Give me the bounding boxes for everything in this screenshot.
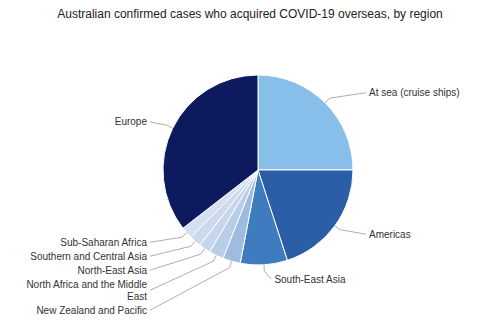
slice-label: New Zealand and Pacific xyxy=(36,305,147,316)
leader-line xyxy=(150,241,195,256)
slice-label: Europe xyxy=(115,116,148,127)
leader-line xyxy=(264,265,271,279)
leader-line xyxy=(150,261,231,310)
slice-label: South-East Asia xyxy=(274,274,346,285)
leader-line xyxy=(150,233,187,242)
chart-title: Australian confirmed cases who acquired … xyxy=(57,7,443,21)
leader-line xyxy=(150,249,205,271)
pie-labels: At sea (cruise ships) Americas South-East … xyxy=(26,87,459,315)
leader-line xyxy=(335,226,366,234)
slice-label: Southern and Central Asia xyxy=(30,251,147,262)
pie-slice xyxy=(258,75,353,170)
leader-line xyxy=(150,255,216,290)
leader-line xyxy=(150,122,173,128)
pie-slices xyxy=(163,75,353,265)
chart-container: Australian confirmed cases who acquired … xyxy=(0,0,500,332)
slice-label: At sea (cruise ships) xyxy=(369,87,460,98)
chart: Australian confirmed cases who acquired … xyxy=(0,0,500,332)
slice-label: Sub-Saharan Africa xyxy=(60,237,147,248)
slice-label: North Africa and the MiddleEast xyxy=(26,279,147,302)
pie-slice xyxy=(163,75,258,228)
slice-label: Americas xyxy=(369,229,411,240)
leader-line xyxy=(325,93,366,103)
slice-label: North-East Asia xyxy=(78,265,148,276)
